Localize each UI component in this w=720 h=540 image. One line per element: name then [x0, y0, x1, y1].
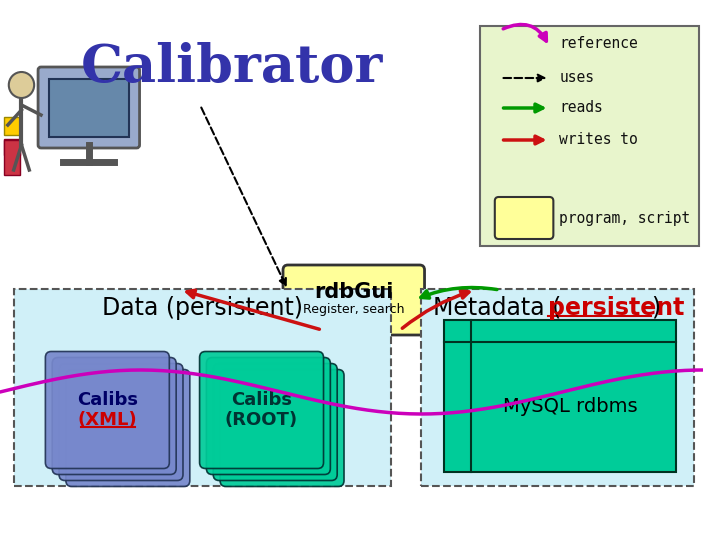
FancyBboxPatch shape: [220, 369, 344, 487]
FancyBboxPatch shape: [213, 363, 337, 481]
Circle shape: [9, 72, 34, 98]
FancyBboxPatch shape: [45, 352, 169, 469]
Text: persistent: persistent: [549, 296, 685, 320]
Bar: [4, 117, 22, 135]
FancyBboxPatch shape: [199, 352, 323, 469]
Text: Calibs: Calibs: [77, 391, 138, 409]
Bar: [49, 79, 129, 137]
Text: reads: reads: [559, 100, 603, 116]
Text: Data (persistent): Data (persistent): [102, 296, 303, 320]
FancyBboxPatch shape: [66, 369, 190, 487]
Text: writes to: writes to: [559, 132, 638, 147]
FancyBboxPatch shape: [14, 289, 392, 486]
Bar: [4, 140, 19, 175]
FancyBboxPatch shape: [480, 26, 699, 246]
Text: uses: uses: [559, 71, 594, 85]
FancyBboxPatch shape: [420, 289, 694, 486]
Bar: [444, 320, 676, 472]
Text: ): ): [651, 296, 660, 320]
Text: Metadata (: Metadata (: [433, 296, 562, 320]
Bar: [4, 139, 19, 155]
Text: Calibrator: Calibrator: [81, 42, 384, 93]
Text: (ROOT): (ROOT): [225, 411, 298, 429]
Text: program, script: program, script: [559, 211, 690, 226]
Text: (XML): (XML): [78, 411, 138, 429]
Text: Calibs: Calibs: [231, 391, 292, 409]
Text: rdbGui: rdbGui: [314, 282, 393, 302]
Text: Register, search: Register, search: [303, 303, 405, 316]
Text: reference: reference: [559, 37, 638, 51]
FancyBboxPatch shape: [495, 197, 554, 239]
FancyBboxPatch shape: [53, 357, 176, 475]
FancyBboxPatch shape: [59, 363, 183, 481]
Text: MySQL rdbms: MySQL rdbms: [503, 397, 637, 416]
FancyBboxPatch shape: [38, 67, 140, 148]
FancyBboxPatch shape: [283, 265, 425, 335]
FancyBboxPatch shape: [207, 357, 330, 475]
